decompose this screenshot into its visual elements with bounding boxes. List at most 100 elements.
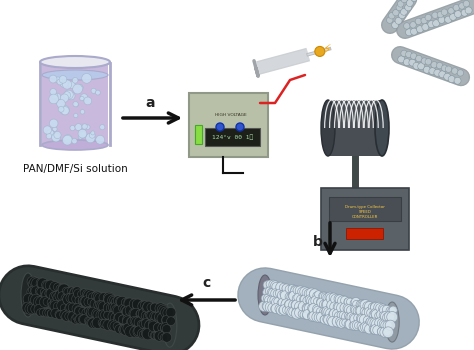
Circle shape [362, 309, 370, 316]
Text: a: a [145, 96, 155, 110]
Circle shape [287, 307, 297, 317]
Circle shape [282, 284, 291, 293]
Circle shape [384, 311, 395, 322]
Circle shape [118, 304, 127, 313]
Circle shape [342, 312, 352, 322]
Circle shape [54, 302, 62, 310]
Circle shape [47, 310, 55, 317]
Circle shape [100, 320, 109, 329]
Circle shape [132, 317, 141, 326]
Circle shape [328, 316, 338, 327]
Circle shape [432, 12, 438, 19]
Circle shape [68, 303, 77, 312]
Circle shape [89, 132, 95, 138]
Circle shape [39, 296, 51, 308]
Circle shape [292, 308, 301, 316]
Circle shape [91, 292, 100, 300]
Circle shape [323, 315, 332, 324]
Circle shape [148, 330, 156, 338]
Circle shape [91, 88, 96, 93]
Circle shape [73, 289, 83, 299]
Circle shape [292, 308, 302, 319]
Circle shape [34, 304, 45, 315]
Circle shape [389, 306, 397, 314]
Circle shape [461, 9, 468, 16]
Circle shape [431, 62, 438, 68]
Circle shape [401, 0, 408, 3]
Text: HIGH VOLTAGE: HIGH VOLTAGE [215, 113, 247, 117]
Circle shape [39, 308, 47, 316]
Circle shape [63, 135, 72, 145]
Circle shape [86, 307, 98, 318]
Circle shape [159, 306, 170, 316]
Circle shape [344, 320, 353, 329]
Circle shape [73, 102, 78, 107]
Circle shape [37, 278, 48, 289]
Circle shape [30, 277, 40, 287]
Circle shape [445, 16, 452, 23]
Circle shape [61, 294, 72, 304]
Circle shape [309, 297, 318, 307]
Circle shape [326, 309, 335, 318]
Circle shape [47, 309, 56, 318]
Circle shape [124, 298, 136, 310]
Circle shape [285, 307, 293, 315]
Ellipse shape [40, 56, 110, 68]
Circle shape [104, 303, 111, 310]
Circle shape [315, 47, 325, 56]
Circle shape [58, 106, 64, 112]
Circle shape [79, 86, 83, 90]
Circle shape [146, 320, 154, 328]
Circle shape [376, 303, 384, 312]
Circle shape [155, 314, 163, 323]
Circle shape [446, 66, 452, 72]
Circle shape [42, 281, 50, 289]
Circle shape [154, 331, 165, 341]
Circle shape [55, 310, 63, 318]
Circle shape [340, 303, 349, 313]
Circle shape [139, 320, 147, 328]
Circle shape [339, 311, 347, 320]
Circle shape [49, 94, 59, 104]
Circle shape [140, 301, 149, 309]
Circle shape [60, 105, 69, 115]
Circle shape [138, 301, 146, 309]
Circle shape [289, 291, 299, 301]
Circle shape [133, 326, 144, 337]
Circle shape [153, 323, 162, 332]
Circle shape [28, 286, 37, 294]
Circle shape [46, 288, 57, 299]
Circle shape [100, 125, 105, 130]
Circle shape [73, 313, 81, 321]
Circle shape [334, 294, 343, 303]
FancyBboxPatch shape [329, 197, 401, 221]
Circle shape [119, 315, 128, 323]
Circle shape [87, 309, 94, 316]
Circle shape [137, 320, 146, 328]
Circle shape [301, 295, 309, 303]
Circle shape [259, 301, 269, 312]
Circle shape [387, 312, 398, 322]
Circle shape [111, 297, 121, 307]
Circle shape [324, 314, 335, 326]
Circle shape [267, 288, 276, 297]
Circle shape [319, 308, 327, 315]
Circle shape [55, 311, 64, 320]
Circle shape [54, 131, 61, 139]
Circle shape [337, 296, 348, 306]
Circle shape [108, 323, 116, 331]
Circle shape [322, 306, 332, 317]
Circle shape [263, 288, 272, 297]
Circle shape [380, 305, 389, 315]
Circle shape [320, 316, 328, 323]
Circle shape [322, 299, 332, 309]
Circle shape [362, 323, 371, 331]
Circle shape [50, 89, 56, 95]
Circle shape [375, 318, 385, 328]
Circle shape [317, 298, 325, 306]
Circle shape [129, 309, 138, 318]
Text: ⚡: ⚡ [323, 43, 332, 56]
Circle shape [130, 316, 139, 326]
Circle shape [324, 307, 333, 316]
Circle shape [383, 305, 391, 314]
